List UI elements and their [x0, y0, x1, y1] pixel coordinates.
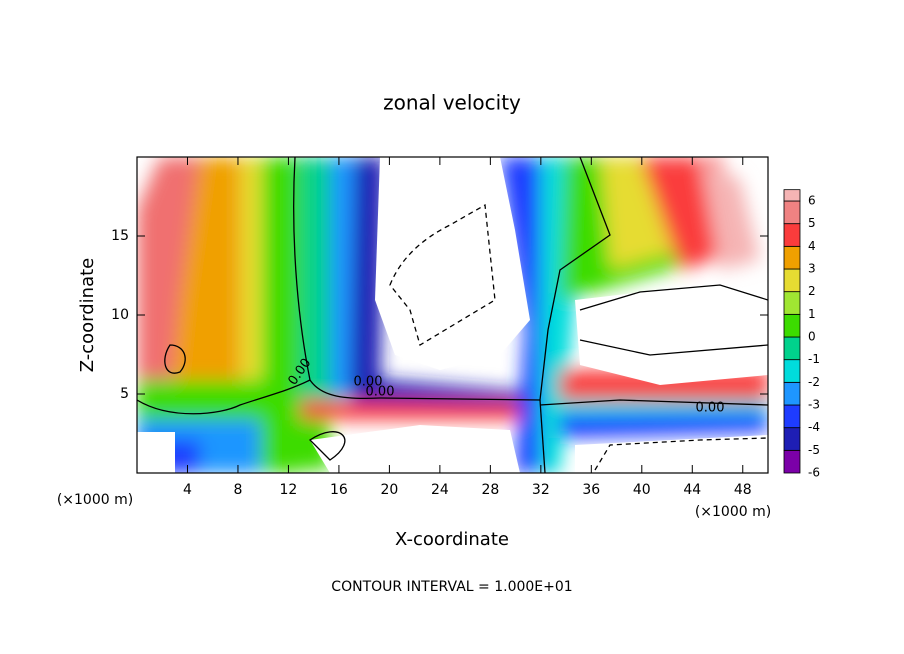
colorbar-box — [783, 223, 801, 247]
y-axis-title: Z-coordinate — [77, 258, 98, 373]
colorbar-label: -2 — [808, 375, 820, 389]
y-tick-label: 10 — [111, 307, 129, 323]
colorbar-label: 6 — [808, 194, 816, 208]
colorbar-box — [783, 189, 801, 202]
footnote: CONTOUR INTERVAL = 1.000E+01 — [331, 579, 572, 595]
colorbar-label: 5 — [808, 216, 816, 230]
colorbar-box — [783, 336, 801, 361]
colorbar-box — [783, 449, 801, 474]
y-unit: (×1000 m) — [695, 504, 771, 520]
x-axis-title: X-coordinate — [395, 529, 509, 550]
chart-title: zonal velocity — [383, 91, 521, 115]
colorbar-label: 2 — [808, 284, 816, 298]
colorbar-box — [783, 427, 801, 451]
field — [137, 157, 768, 473]
x-tick-label: 4 — [183, 482, 192, 498]
white-region — [575, 435, 768, 473]
x-tick-label: 8 — [233, 482, 242, 498]
y-tick-label: 5 — [120, 386, 129, 402]
colorbar-box — [783, 313, 801, 338]
colorbar-box — [783, 404, 801, 429]
x-unit: (×1000 m) — [57, 492, 133, 508]
colorbar-box — [783, 359, 801, 383]
colorbar-label: -6 — [808, 466, 820, 480]
x-tick-label: 32 — [532, 482, 550, 498]
colorbar-label: 4 — [808, 239, 816, 253]
x-tick-label: 20 — [380, 482, 398, 498]
colorbar-box — [783, 291, 801, 315]
white-region — [310, 425, 520, 473]
x-tick-label: 28 — [481, 482, 499, 498]
x-tick-label: 48 — [734, 482, 752, 498]
white-region — [137, 432, 175, 473]
colorbar-label: 0 — [808, 330, 816, 344]
colorbar-label: 1 — [808, 307, 816, 321]
contour-label: 0.00 — [366, 385, 395, 400]
x-tick-label: 12 — [280, 482, 298, 498]
white-region — [575, 285, 768, 385]
colorbar-box — [783, 381, 801, 406]
colorbar-label: -1 — [808, 352, 820, 366]
colorbar-label: -5 — [808, 443, 820, 457]
x-tick-label: 44 — [683, 482, 701, 498]
colorbar-box — [783, 268, 801, 293]
contour-lines — [137, 157, 768, 473]
x-tick-label: 24 — [431, 482, 449, 498]
colorbar-box — [783, 245, 801, 270]
x-tick-label: 40 — [633, 482, 651, 498]
contour-label: 0.00 — [696, 401, 725, 416]
colorbar-label: -4 — [808, 420, 820, 434]
x-tick-label: 16 — [330, 482, 348, 498]
colorbar-label: 3 — [808, 262, 816, 276]
white-region — [375, 157, 530, 370]
contour-label: 0.00 — [354, 375, 383, 390]
x-tick-label: 36 — [582, 482, 600, 498]
colorbar-box — [783, 200, 801, 225]
y-tick-label: 15 — [111, 228, 129, 244]
colorbar-label: -3 — [808, 398, 820, 412]
